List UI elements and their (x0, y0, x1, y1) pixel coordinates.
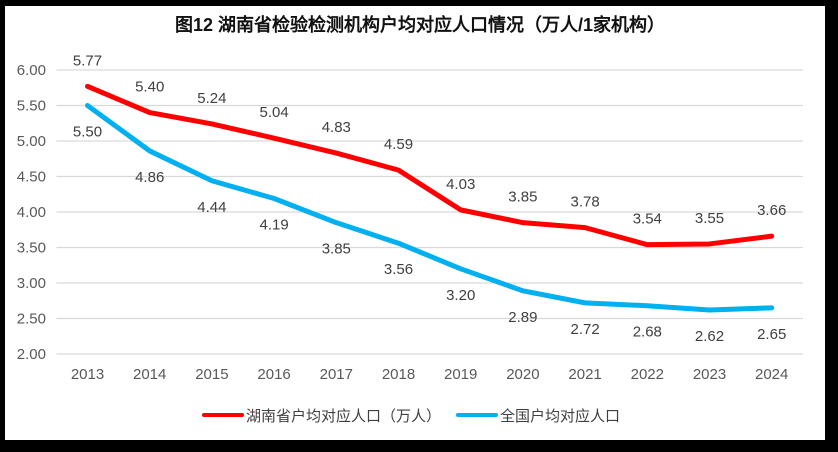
data-label: 3.54 (633, 211, 662, 228)
frame-border-left (0, 0, 5, 452)
y-axis-tick-label: 3.50 (17, 240, 46, 257)
x-axis-tick-label: 2018 (382, 366, 415, 383)
data-label: 2.89 (508, 309, 537, 326)
data-label: 3.85 (322, 241, 351, 258)
series-line (85, 103, 775, 313)
frame-border-bottom (0, 440, 838, 452)
data-label: 3.66 (757, 202, 786, 219)
x-axis-tick-label: 2024 (755, 366, 788, 383)
data-label: 2.62 (695, 328, 724, 345)
data-label: 5.50 (73, 124, 102, 141)
y-axis-tick-label: 2.50 (17, 311, 46, 328)
x-axis-tick-label: 2019 (444, 366, 477, 383)
data-label: 5.04 (259, 104, 288, 121)
chart-legend: 湖南省户均对应人口（万人） 全国户均对应人口 (0, 402, 822, 428)
data-label: 4.83 (322, 119, 351, 136)
y-axis-tick-label: 5.00 (17, 133, 46, 150)
legend-label: 湖南省户均对应人口（万人） (245, 407, 441, 425)
frame-border-right (825, 0, 838, 452)
x-axis-tick-label: 2013 (71, 366, 104, 383)
data-label: 5.24 (197, 90, 226, 107)
data-label: 4.59 (384, 136, 413, 153)
data-label: 3.85 (508, 189, 537, 206)
y-axis-tick-label: 4.00 (17, 204, 46, 221)
x-axis-tick-label: 2014 (133, 366, 166, 383)
data-label: 5.77 (73, 52, 102, 69)
y-axis-tick-label: 4.50 (17, 169, 46, 186)
data-label: 2.65 (757, 326, 786, 343)
data-label: 4.44 (197, 199, 226, 216)
frame-border-top (0, 0, 838, 6)
x-axis-tick-label: 2021 (568, 366, 601, 383)
legend-item-hunan: 湖南省户均对应人口（万人） (201, 405, 441, 426)
legend-item-national: 全国户均对应人口 (456, 405, 620, 426)
y-axis-tick-label: 5.50 (17, 98, 46, 115)
legend-line-swatch-red (201, 413, 244, 417)
x-axis-tick-label: 2020 (506, 366, 539, 383)
legend-line-swatch-blue (456, 413, 498, 417)
data-label: 4.86 (135, 169, 164, 186)
data-label: 2.68 (633, 324, 662, 341)
y-axis-tick-label: 6.00 (17, 62, 46, 79)
data-label: 3.55 (695, 210, 724, 227)
data-label: 3.56 (384, 261, 413, 278)
chart-title: 图12 湖南省检验检测机构户均对应人口情况（万人/1家机构） (174, 15, 666, 35)
legend-label: 全国户均对应人口 (500, 407, 621, 425)
series-line (85, 83, 775, 248)
data-label: 4.19 (259, 217, 288, 234)
data-label: 4.03 (446, 176, 475, 193)
data-label: 2.72 (570, 321, 599, 338)
x-axis-tick-label: 2016 (257, 366, 290, 383)
x-axis-tick-label: 2015 (195, 366, 228, 383)
y-axis-tick-label: 2.00 (17, 346, 46, 363)
x-axis-tick-label: 2022 (631, 366, 664, 383)
data-label: 5.40 (135, 79, 164, 96)
data-label: 3.78 (570, 194, 599, 211)
x-axis-tick-label: 2023 (693, 366, 726, 383)
x-axis-tick-label: 2017 (320, 366, 353, 383)
data-label: 3.20 (446, 287, 475, 304)
y-axis-tick-label: 3.00 (17, 275, 46, 292)
